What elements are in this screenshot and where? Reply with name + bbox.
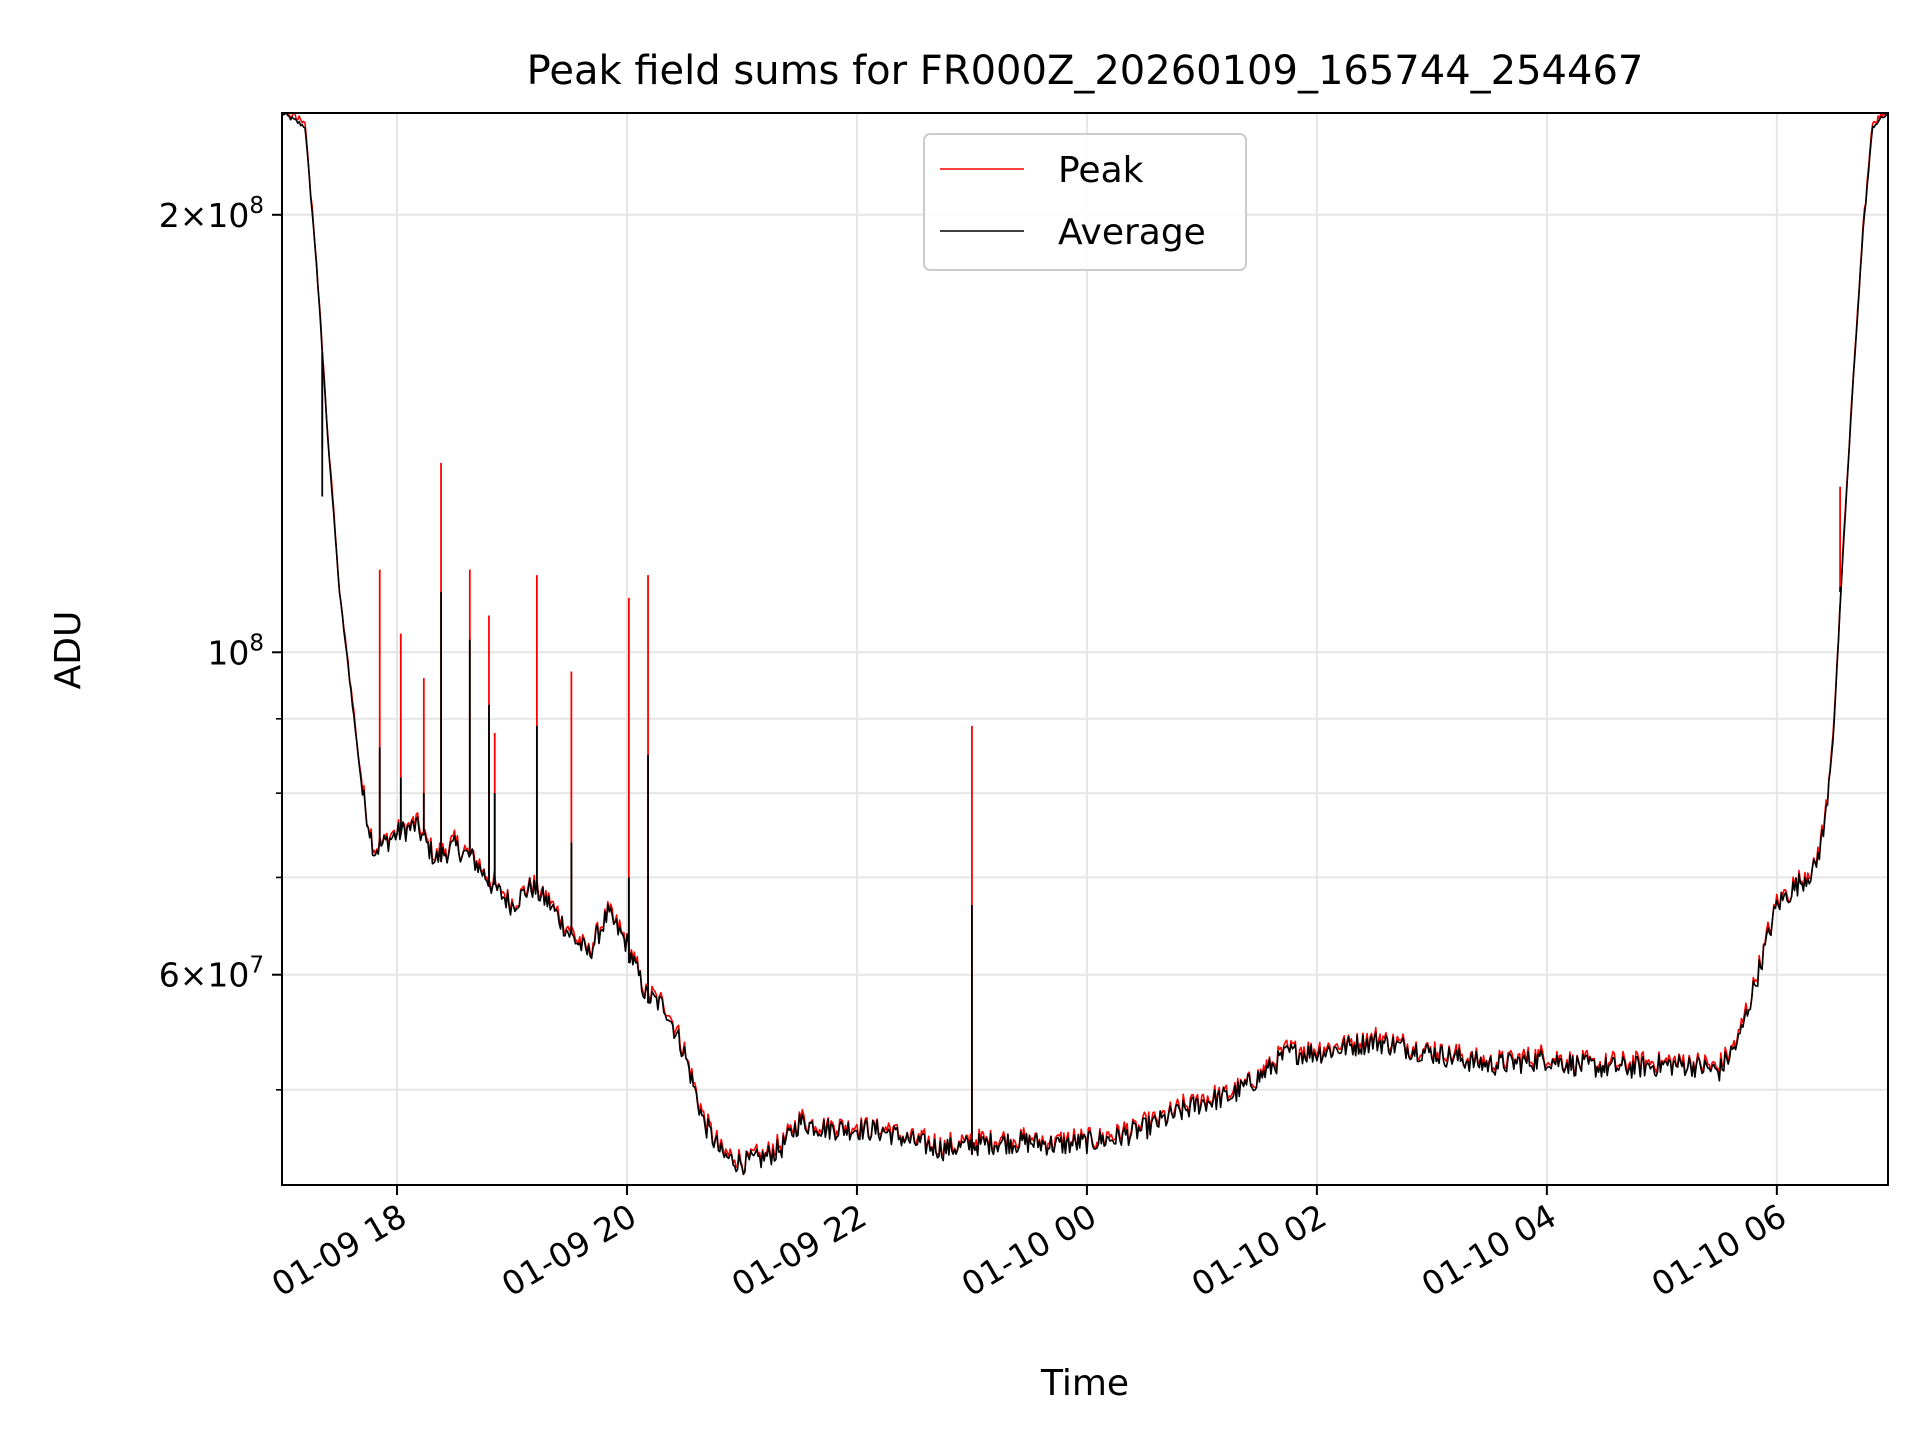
legend-box <box>923 133 1247 271</box>
chart-title: Peak field sums for FR000Z_20260109_1657… <box>527 48 1644 94</box>
legend-average-label: Average <box>1058 212 1206 253</box>
y-tick-label: 2×108 <box>159 193 264 235</box>
x-axis-label: Time <box>1040 1363 1129 1404</box>
plot-series <box>281 112 1889 1176</box>
y-tick-label: 6×107 <box>159 953 264 995</box>
y-tick-label: 108 <box>207 630 264 672</box>
y-axis-label: ADU <box>48 611 89 690</box>
legend-peak-label: Peak <box>1058 150 1144 191</box>
plot-frame <box>281 112 1889 1186</box>
average-series-line <box>281 112 1889 1176</box>
grid-lines <box>282 113 1888 1185</box>
legend: Peak Average <box>923 133 1247 271</box>
